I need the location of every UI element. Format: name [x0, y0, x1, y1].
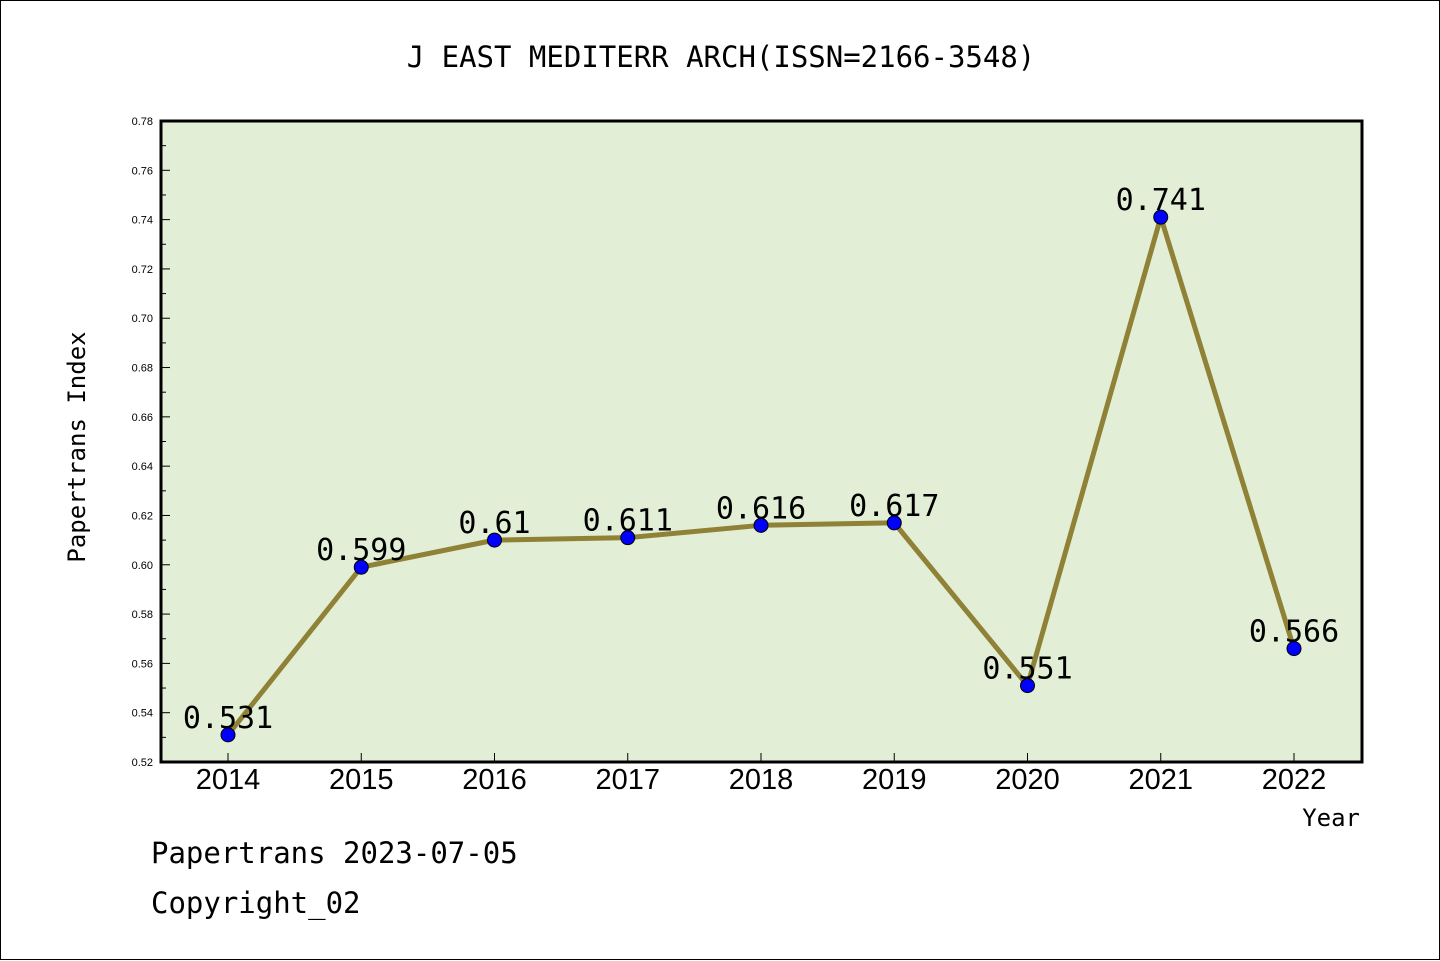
data-point: [220, 727, 236, 743]
data-labels: 0.531 0.599 0.61 0.611 0.616 0.617 0.551 0.741 0…: [183, 183, 1339, 736]
footer-copyright: Copyright_02: [151, 886, 361, 920]
y-tick-label: 0.64: [132, 461, 153, 473]
data-point: [753, 517, 769, 533]
x-tick-label: 2021: [1128, 764, 1193, 796]
x-tick-label: 2019: [862, 764, 927, 796]
data-markers: [220, 209, 1302, 743]
x-tick-label: 2017: [595, 764, 660, 796]
footer-date: Papertrans 2023-07-05: [151, 836, 518, 870]
y-tick-label: 0.70: [132, 313, 153, 325]
data-point: [1020, 678, 1035, 694]
x-tick-label: 2018: [729, 764, 794, 796]
data-label: 0.611: [583, 504, 673, 539]
y-tick-label: 0.68: [132, 363, 153, 375]
data-point: [487, 532, 502, 548]
x-axis: 2014 2015 2016 2017 2018 2019 2020 2021 2022: [196, 753, 1327, 796]
data-label: 0.61: [458, 506, 530, 541]
x-tick-label: 2014: [196, 764, 261, 796]
x-tick-label: 2020: [995, 764, 1060, 796]
data-point: [1153, 209, 1169, 225]
y-tick-label: 0.58: [132, 609, 153, 621]
x-tick-label: 2015: [329, 764, 394, 796]
data-point: [1286, 641, 1302, 657]
data-label: 0.617: [849, 489, 939, 524]
data-label: 0.741: [1116, 183, 1206, 218]
x-axis-label: Year: [1302, 804, 1360, 832]
data-label: 0.616: [716, 491, 806, 526]
y-axis-label: Papertrans Index: [63, 331, 91, 562]
data-label: 0.599: [316, 533, 406, 568]
x-tick-label: 2022: [1262, 764, 1327, 796]
x-tick-label: 2016: [462, 764, 527, 796]
data-label: 0.551: [982, 652, 1072, 687]
y-tick-label: 0.66: [132, 412, 153, 424]
data-label: 0.566: [1249, 615, 1339, 650]
chart-title: J EAST MEDITERR ARCH(ISSN=2166-3548): [407, 40, 1036, 74]
y-tick-label: 0.56: [132, 658, 153, 670]
y-tick-label: 0.78: [132, 116, 153, 128]
data-point: [886, 515, 902, 531]
y-tick-label: 0.72: [132, 264, 153, 276]
data-label: 0.531: [183, 701, 273, 736]
y-tick-label: 0.74: [132, 215, 153, 227]
y-tick-label: 0.62: [132, 510, 153, 522]
y-tick-label: 0.76: [132, 165, 153, 177]
y-tick-label: 0.60: [132, 560, 153, 572]
y-tick-label: 0.52: [132, 757, 153, 769]
data-point: [353, 559, 369, 575]
y-tick-label: 0.54: [132, 708, 153, 720]
data-point: [620, 530, 636, 546]
y-axis: 0.52 0.54 0.56 0.58 0.60 0.62 0.64 0.66 0.68 0.70…: [132, 116, 170, 769]
